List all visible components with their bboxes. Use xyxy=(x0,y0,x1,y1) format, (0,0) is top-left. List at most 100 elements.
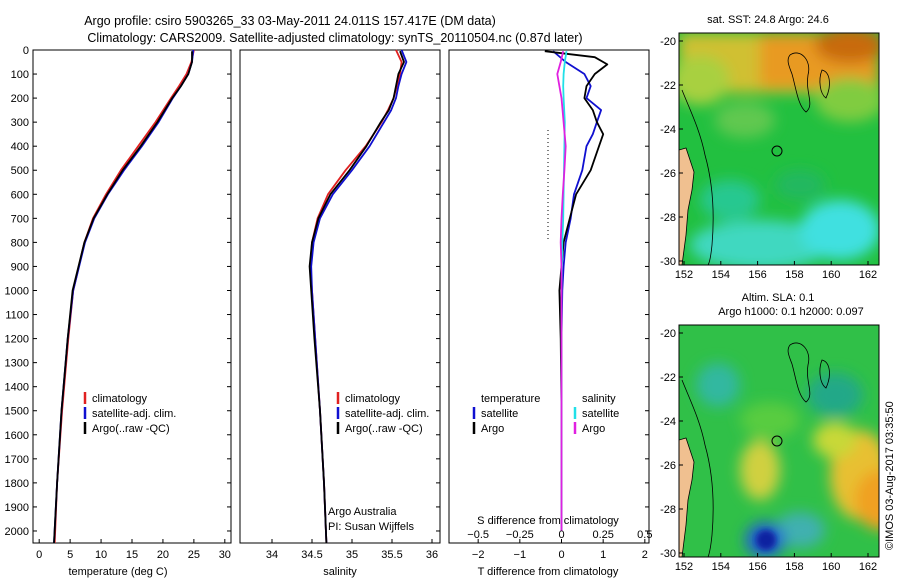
depth-tick-label: 0 xyxy=(23,45,29,57)
depth-tick-label: 1800 xyxy=(5,478,29,490)
legend-s-argo: Argo xyxy=(582,423,605,435)
x-tick-label: 25 xyxy=(188,549,200,561)
t-difference-axis-label: T difference from climatology xyxy=(478,566,619,578)
depth-tick-label: 1300 xyxy=(5,358,29,370)
depth-tick-label: 200 xyxy=(11,93,29,105)
depth-tick-label: 1100 xyxy=(5,310,29,322)
series-line-salinity-argo xyxy=(556,50,567,531)
legend-climatology: climatology xyxy=(92,393,148,405)
difference-profile-panel: −2 −1 0 1 2 T difference from climatology S … xyxy=(448,49,652,578)
lon-tick-label: 158 xyxy=(785,561,803,573)
salinity-profile-panel: 34 34.5 35 35.5 36 salinity climatology sate… xyxy=(239,49,441,578)
temperature-legend: climatology satellite-adj. clim. Argo(..… xyxy=(83,392,176,435)
coastline-land-sst xyxy=(679,147,695,265)
temperature-series xyxy=(53,49,195,544)
legend-salinity-heading: salinity xyxy=(582,393,616,405)
reef-contour-sst xyxy=(787,52,811,113)
series-line-temperature-satellite xyxy=(552,50,602,531)
depth-tick-label: 500 xyxy=(11,165,29,177)
salinity-series xyxy=(308,49,408,544)
salinity-legend: climatology satellite-adj. clim. Argo(..… xyxy=(336,392,429,435)
lat-tick-label: -28 xyxy=(660,212,676,224)
depth-tick-label: 600 xyxy=(11,189,29,201)
temperature-profile-panel: 0100200300400500600700800900100011001200… xyxy=(5,45,649,578)
legend-t-satellite: satellite xyxy=(481,408,518,420)
lat-tick-label: -30 xyxy=(660,256,676,268)
legend-s-satellite: satellite xyxy=(582,408,619,420)
series-line-argo-raw-qc- xyxy=(53,51,193,544)
temperature-plot-frame xyxy=(32,49,232,544)
depth-tick-label: 2000 xyxy=(5,526,29,538)
series-line-satellite-adj-clim- xyxy=(53,49,195,544)
title-line-1: Argo profile: csiro 5903265_33 03-May-20… xyxy=(84,14,496,28)
legend-climatology-2: climatology xyxy=(345,393,401,405)
lon-tick-label: 162 xyxy=(859,269,877,281)
sla-map-title-1: Altim. SLA: 0.1 xyxy=(742,292,815,304)
shelf-contour-sst xyxy=(681,89,714,265)
depth-axis: 0 100 200 300 400 500 600 700 800 900 1000 1100 1200… xyxy=(5,45,649,538)
difference-legend: temperature salinity satellite Argo sate… xyxy=(472,393,619,435)
legend-satellite: satellite-adj. clim. xyxy=(92,408,176,420)
sst-map-panel: sat. SST: 24.8 Argo: 24.6 -20 -22 -24 xyxy=(660,14,880,281)
x-tick-label: −1 xyxy=(514,549,527,561)
series-line-satellite-adj-clim- xyxy=(310,49,408,544)
series-line-argo-raw-qc- xyxy=(308,50,405,544)
series-line-climatology xyxy=(53,49,195,544)
credit-line-1: Argo Australia xyxy=(328,506,397,518)
x-tick-label: 10 xyxy=(95,549,107,561)
x-tick-label: 35 xyxy=(346,549,358,561)
difference-series xyxy=(544,50,609,531)
temperature-axis-label: temperature (deg C) xyxy=(68,566,167,578)
difference-x-axis: −2 −1 0 1 2 xyxy=(472,539,648,561)
depth-tick-label: 1700 xyxy=(5,454,29,466)
timestamp: ©IMOS 03-Aug-2017 03:35:50 xyxy=(884,401,896,550)
lon-tick-label: 156 xyxy=(748,269,766,281)
float-location-sla xyxy=(771,435,783,447)
lat-tick-label: -22 xyxy=(660,372,676,384)
sst-map-frame xyxy=(678,32,880,266)
sla-map-panel: Altim. SLA: 0.1 Argo h1000: 0.1 h2000: 0… xyxy=(660,292,880,573)
depth-tick-label: 1900 xyxy=(5,502,29,514)
x-tick-label: 15 xyxy=(126,549,138,561)
depth-tick-label: 1500 xyxy=(5,406,29,418)
reef-contour-2-sla xyxy=(819,359,830,389)
depth-tick-label: 1000 xyxy=(5,285,29,297)
legend-temperature-heading: temperature xyxy=(481,393,540,405)
depth-tick-label: 800 xyxy=(11,237,29,249)
sla-map-frame xyxy=(678,324,880,558)
x-tick-label: 34 xyxy=(266,549,278,561)
x-tick-label: 0 xyxy=(36,549,42,561)
lat-tick-label: -20 xyxy=(660,36,676,48)
lon-tick-label: 160 xyxy=(822,269,840,281)
x-tick-label: −2 xyxy=(472,549,485,561)
depth-tick-label: 1400 xyxy=(5,382,29,394)
s-diff-tick-label: −0.25 xyxy=(506,529,534,541)
x-tick-label: 5 xyxy=(67,549,73,561)
reef-contour-sla xyxy=(787,342,811,403)
lat-tick-label: -26 xyxy=(660,460,676,472)
x-tick-label: 2 xyxy=(642,549,648,561)
depth-tick-label: 900 xyxy=(11,261,29,273)
salinity-plot-frame xyxy=(239,49,441,544)
title-line-2: Climatology: CARS2009. Satellite-adjuste… xyxy=(87,31,582,45)
shelf-contour-sla xyxy=(681,379,714,557)
lon-tick-label: 162 xyxy=(859,561,877,573)
s-diff-tick-label: 0.5 xyxy=(637,529,652,541)
s-difference-axis-label: S difference from climatology xyxy=(477,515,619,527)
s-diff-tick-label: 0.25 xyxy=(592,529,613,541)
sst-field xyxy=(679,33,879,265)
lon-tick-label: 152 xyxy=(675,561,693,573)
lat-tick-label: -30 xyxy=(660,548,676,560)
s-diff-tick-label: 0 xyxy=(558,529,564,541)
x-tick-label: 36 xyxy=(426,549,438,561)
salinity-x-axis: 34 34.5 35 35.5 36 xyxy=(266,539,438,561)
temperature-x-axis: 0 5 10 15 20 25 30 xyxy=(36,539,231,561)
legend-satellite-2: satellite-adj. clim. xyxy=(345,408,429,420)
depth-tick-label: 700 xyxy=(11,213,29,225)
float-location-sst xyxy=(771,145,783,157)
legend-argo-2: Argo(..raw -QC) xyxy=(345,423,423,435)
x-tick-label: 34.5 xyxy=(301,549,322,561)
sla-field xyxy=(679,325,879,557)
